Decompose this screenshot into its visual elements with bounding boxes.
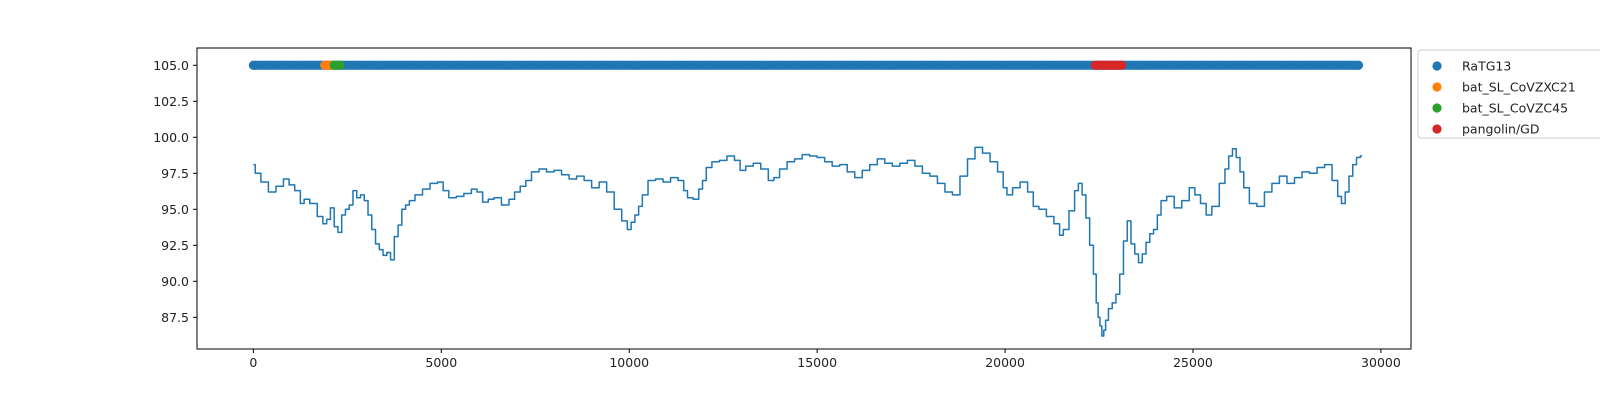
y-tick-label: 95.0 (161, 202, 189, 217)
x-tick-label: 20000 (985, 355, 1025, 370)
x-tick-label: 10000 (609, 355, 649, 370)
y-tick-label: 105.0 (153, 58, 189, 73)
legend-label-3: bat_SL_CoVZC45 (1462, 101, 1568, 116)
y-tick-label: 100.0 (153, 130, 189, 145)
y-axis: 87.5 90.0 92.5 95.0 97.5 100.0 102.5 105.0 (153, 58, 197, 325)
legend-marker-3 (1432, 103, 1442, 113)
legend-frame (1417, 49, 1600, 139)
identity-line-layer (253, 146, 1363, 337)
y-tick-label: 102.5 (153, 94, 189, 109)
scatter-point-4 (1116, 60, 1127, 70)
x-axis: 0 5000 10000 15000 20000 25000 30000 (249, 349, 1401, 370)
plot-area (196, 47, 1412, 350)
x-tick-label: 0 (249, 355, 257, 370)
y-tick-label: 90.0 (161, 274, 189, 289)
scatter-marker-layer (248, 60, 1363, 70)
x-tick-label: 5000 (425, 355, 457, 370)
identity-line (253, 146, 1363, 337)
legend-marker-4 (1432, 124, 1442, 134)
legend: RaTG13 bat_SL_CoVZXC21 bat_SL_CoVZC45 pang… (1417, 49, 1600, 139)
y-tick-label: 97.5 (161, 166, 189, 181)
scatter-point-3 (335, 60, 345, 70)
y-tick-label: 87.5 (161, 310, 189, 325)
scatter-point-1 (1353, 60, 1363, 70)
plot-background (197, 48, 1411, 349)
x-tick-label: 30000 (1361, 355, 1401, 370)
legend-label-1: RaTG13 (1462, 59, 1511, 74)
plot-frame (196, 47, 1412, 350)
legend-marker-1 (1432, 61, 1442, 71)
legend-marker-2 (1432, 82, 1442, 92)
legend-label-4: pangolin/GD (1462, 122, 1540, 137)
y-tick-label: 92.5 (161, 238, 189, 253)
x-tick-label: 15000 (797, 355, 837, 370)
legend-label-2: bat_SL_CoVZXC21 (1462, 80, 1576, 95)
x-tick-label: 25000 (1173, 355, 1213, 370)
